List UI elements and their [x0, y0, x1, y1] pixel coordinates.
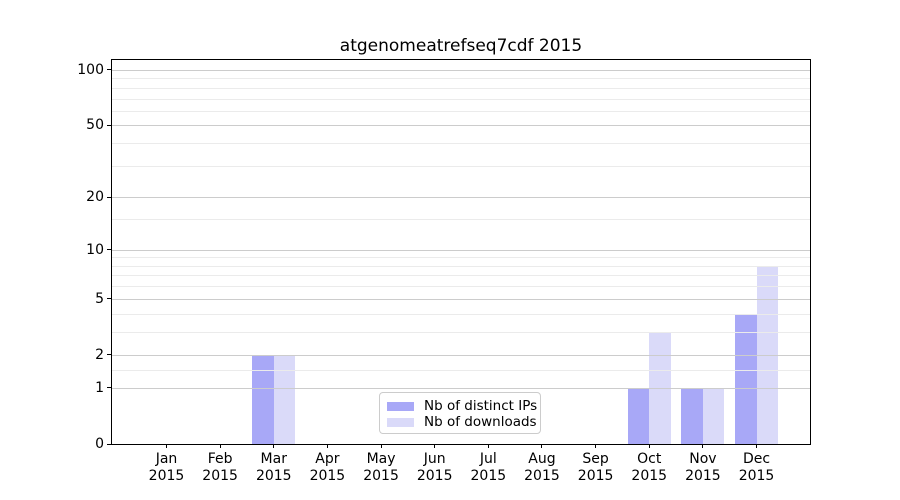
bar [649, 331, 671, 444]
y-tick [107, 196, 111, 198]
x-tick-label: Jun 2015 [416, 451, 453, 484]
legend-row: Nb of distinct IPs [387, 398, 537, 414]
y-tick-label: 20 [86, 189, 104, 206]
x-tick [595, 444, 597, 448]
bar [756, 265, 779, 444]
x-tick [219, 444, 221, 448]
y-tick-label: 5 [95, 290, 104, 307]
bars-layer [112, 60, 810, 444]
x-tick [434, 444, 436, 448]
legend: Nb of distinct IPs Nb of downloads [379, 392, 541, 434]
x-tick-label: Jan 2015 [148, 451, 185, 484]
legend-swatch [387, 401, 414, 411]
y-tick [107, 387, 111, 389]
x-tick [702, 444, 704, 448]
x-tick-label: Apr 2015 [309, 451, 346, 484]
x-tick [326, 444, 328, 448]
bar [681, 387, 703, 444]
plot-area: Nb of distinct IPs Nb of downloads [111, 59, 811, 445]
x-tick [380, 444, 382, 448]
x-tick-label: Oct 2015 [631, 451, 668, 484]
bar [627, 387, 650, 444]
bar [273, 354, 296, 444]
bar [734, 313, 757, 444]
y-tick [107, 443, 111, 445]
bar [252, 354, 274, 444]
y-tick-label: 2 [95, 346, 104, 363]
x-tick-label: Mar 2015 [255, 451, 292, 484]
y-tick-label: 100 [77, 61, 104, 78]
y-tick [107, 124, 111, 126]
x-tick [166, 444, 167, 448]
x-tick-label: Jul 2015 [470, 451, 507, 484]
x-tick [541, 444, 543, 448]
x-tick-label: Aug 2015 [524, 451, 560, 484]
y-tick-label: 10 [86, 241, 104, 258]
x-tick [648, 444, 650, 448]
x-tick-label: Nov 2015 [685, 451, 721, 484]
x-tick [756, 444, 758, 448]
legend-row: Nb of downloads [387, 414, 537, 430]
y-tick [107, 249, 111, 251]
y-tick [107, 298, 111, 300]
legend-label: Nb of downloads [424, 414, 537, 430]
x-tick-label: Sep 2015 [577, 451, 614, 484]
x-tick-label: May 2015 [363, 451, 399, 484]
y-tick [107, 354, 111, 356]
legend-label: Nb of distinct IPs [424, 398, 538, 414]
y-tick [107, 69, 111, 71]
chart-title: atgenomeatrefseq7cdf 2015 [339, 36, 583, 56]
x-tick-label: Dec 2015 [738, 451, 775, 484]
legend-swatch [387, 417, 414, 427]
y-tick-label: 50 [86, 117, 104, 134]
y-tick-label: 0 [95, 436, 104, 452]
x-tick [273, 444, 275, 448]
x-tick-label: Feb 2015 [202, 451, 238, 484]
bar [702, 387, 725, 444]
x-tick [487, 444, 489, 448]
y-tick-label: 1 [95, 379, 104, 396]
